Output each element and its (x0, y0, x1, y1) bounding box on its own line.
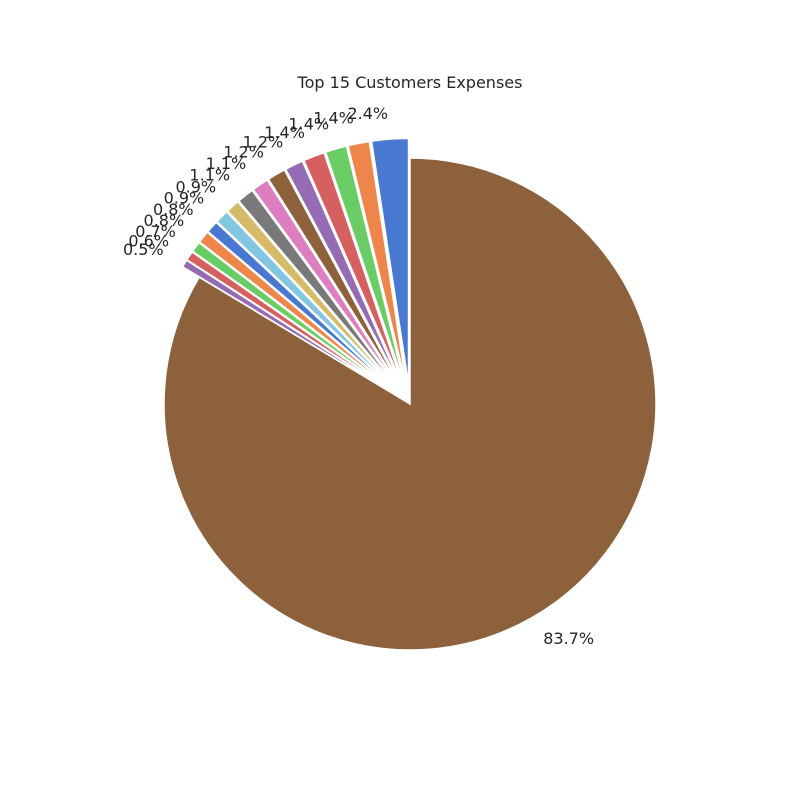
pie-slice-4 (302, 151, 404, 386)
pie-slices (163, 137, 657, 651)
pie-label-6: 1.2% (223, 143, 264, 162)
pie-labels: 2.4%1.4%1.4%1.4%1.2%1.2%1.1%1.1%0.9%0.9%… (123, 104, 594, 648)
pie-label-16: 83.7% (543, 629, 594, 648)
pie-label-11: 0.8% (153, 200, 194, 219)
chart-title: Top 15 Customers Expenses (297, 73, 523, 92)
pie-slice-6 (267, 168, 401, 388)
pie-label-1: 2.4% (347, 104, 388, 123)
pie-slice-8 (237, 189, 399, 390)
pie-slice-5 (284, 160, 403, 387)
pie-slice-15 (181, 259, 394, 395)
pie-label-8: 1.1% (189, 166, 230, 185)
pie-label-15: 0.5% (123, 240, 164, 259)
pie-slice-12 (198, 231, 396, 393)
pie-label-7: 1.1% (206, 154, 247, 173)
pie-slice-10 (215, 210, 397, 391)
pie-label-4: 1.4% (264, 123, 305, 142)
pie-label-3: 1.4% (288, 115, 329, 134)
pie-label-9: 0.9% (175, 177, 216, 196)
pie-slice-2 (347, 140, 407, 385)
pie-label-14: 0.6% (128, 232, 169, 251)
pie-slice-9 (226, 200, 398, 390)
pie-label-12: 0.8% (144, 211, 185, 230)
pie-slice-11 (206, 221, 396, 392)
pie-slice-1 (370, 137, 410, 385)
pie-slice-7 (252, 178, 400, 389)
pie-label-13: 0.7% (135, 222, 176, 241)
pie-slice-16 (163, 157, 657, 651)
pie-label-10: 0.9% (164, 189, 205, 208)
pie-label-2: 1.4% (313, 109, 354, 128)
pie-slice-3 (324, 145, 406, 386)
pie-label-5: 1.2% (243, 132, 284, 151)
pie-slice-13 (191, 241, 395, 393)
